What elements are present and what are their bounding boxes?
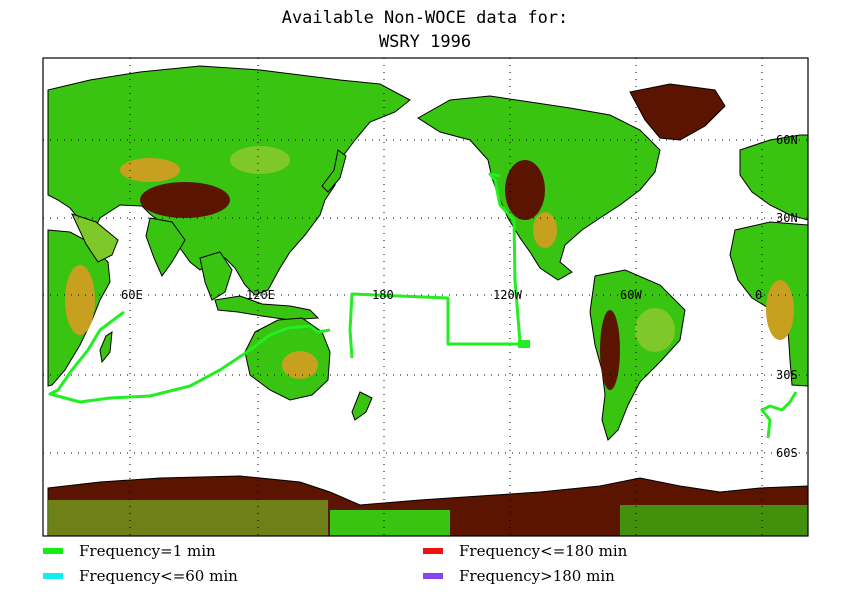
terrain-relief	[48, 146, 808, 536]
legend-item-freq-gt180: Frequency>180 min	[423, 567, 615, 585]
longitude-labels: 60E 120E 180 120W 60W 0	[121, 288, 762, 302]
map-title-line-1: Available Non-WOCE data for:	[281, 8, 569, 28]
legend-swatch	[423, 548, 443, 554]
legend-label: Frequency>180 min	[459, 567, 615, 585]
map-content	[43, 58, 808, 536]
legend-label: Frequency<=180 min	[459, 542, 628, 560]
lat-label: 60N	[776, 133, 798, 147]
landmass-madagascar	[99, 330, 113, 364]
graticule	[43, 58, 808, 536]
lon-label: 180	[372, 288, 394, 302]
lon-label: 60E	[121, 288, 143, 302]
lat-label: 30N	[776, 211, 798, 225]
landmass-se-asia	[199, 251, 233, 301]
legend-swatch	[423, 573, 443, 579]
track-pacific	[348, 292, 528, 359]
landmass-japan	[321, 149, 347, 193]
track-end-marker	[518, 340, 530, 348]
track-indian-ocean	[48, 310, 311, 404]
map-frame	[42, 57, 809, 537]
lon-label: 120W	[493, 288, 523, 302]
map-title-line-2: WSRY 1996	[378, 32, 472, 52]
legend-item-freq-60: Frequency<=60 min	[43, 567, 238, 585]
lon-label: 0	[755, 288, 762, 302]
legend-label: Frequency<=60 min	[79, 567, 238, 585]
legend-item-freq-180: Frequency<=180 min	[423, 542, 627, 560]
track-south-atlantic	[760, 391, 798, 439]
landmass-eurasia	[47, 65, 411, 296]
lat-label: 30S	[776, 368, 798, 382]
legend-item-freq-1: Frequency=1 min	[43, 542, 216, 560]
legend-swatch	[43, 548, 63, 554]
lon-label: 60W	[620, 288, 642, 302]
landmass-new-zealand	[351, 391, 373, 421]
landmass-arabia	[71, 213, 119, 263]
track-pacific-north	[488, 172, 522, 343]
track-australia-east	[309, 324, 331, 334]
landmass-india	[145, 217, 186, 278]
lat-label: 60S	[776, 446, 798, 460]
legend-label: Frequency=1 min	[79, 542, 216, 560]
latitude-labels: 60N 30N 30S 60S	[776, 133, 798, 460]
cruise-tracks	[48, 172, 798, 439]
lon-label: 120E	[246, 288, 275, 302]
legend-swatch	[43, 573, 63, 579]
landmass-indonesia	[214, 295, 320, 321]
landmass-greenland	[629, 83, 726, 141]
